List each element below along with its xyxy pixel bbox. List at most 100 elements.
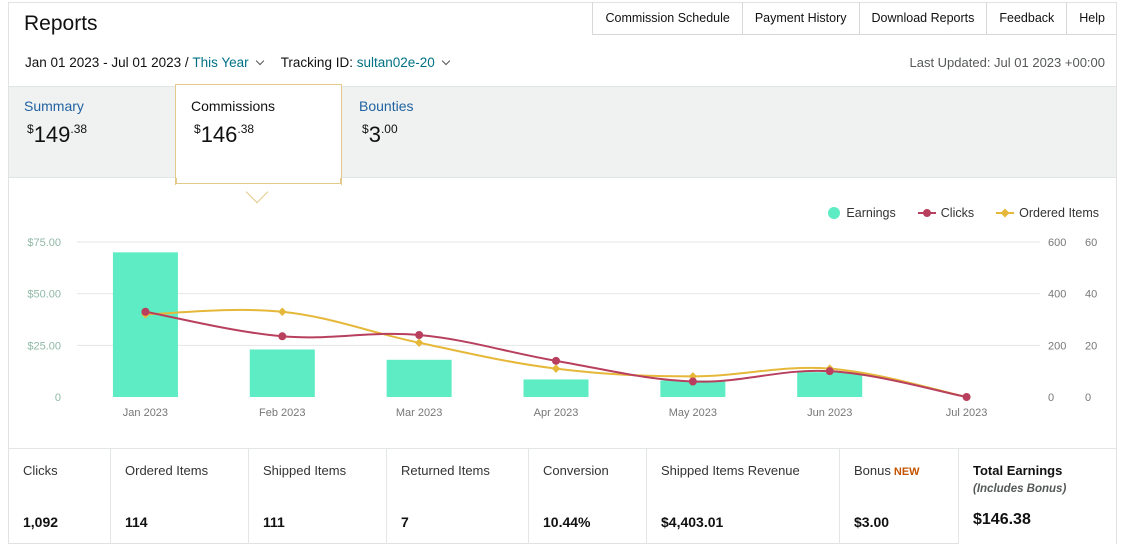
stat-value: 10.44% [543,514,591,530]
legend-ordered-items[interactable]: Ordered Items [996,206,1099,220]
tab-commissions-amount: $146.38 [194,122,254,148]
x-tick-label: Feb 2023 [259,407,305,419]
stat-sublabel: (Includes Bonus) [973,483,1067,495]
x-tick-label: May 2023 [669,407,717,419]
y-right-items-tick-label: 20 [1085,340,1097,352]
stat-value: $4,403.01 [661,514,724,530]
tab-summary-label: Summary [24,98,84,114]
earnings-bar [660,380,726,397]
x-tick-label: Jan 2023 [123,407,168,419]
tab-bounties-amount: $3.00 [362,122,398,148]
commission-schedule-link[interactable]: Commission Schedule [593,2,743,35]
earnings-bar [386,359,452,397]
amount-dollars: 149 [33,122,71,147]
earnings-bar [797,372,863,397]
tab-commissions[interactable]: Commissions $146.38 [175,84,342,185]
clicks-point [278,332,287,341]
stat-returned-items: Returned Items 7 [387,449,529,544]
stat-shipped-items: Shipped Items 111 [249,449,387,544]
amount-cents: .38 [70,122,88,136]
feedback-link[interactable]: Feedback [987,2,1068,35]
stat-value: 1,092 [23,514,59,530]
stat-ordered-items: Ordered Items 114 [111,449,249,544]
y-right-items-tick-label: 40 [1085,289,1097,301]
clicks-point [962,393,971,401]
report-tabs: Summary $149.38 Commissions $146.38 Boun… [9,84,1116,185]
period-label: This Year [192,55,249,70]
top-nav: Commission Schedule Payment History Down… [592,2,1117,35]
currency-symbol: $ [194,122,201,136]
new-badge: NEW [893,466,920,478]
stat-label: Returned Items [401,463,490,478]
tracking-id-dropdown[interactable]: Tracking ID: sultan02e-20 [280,55,451,70]
stat-label: Shipped Items Revenue [661,463,800,478]
summary-stats: Clicks 1,092 Ordered Items 114 Shipped I… [9,448,1116,544]
legend-ordered-items-label: Ordered Items [1019,206,1099,220]
tab-commissions-label: Commissions [191,98,276,114]
stat-value: 114 [125,514,148,530]
legend-earnings[interactable]: Earnings [828,206,896,220]
x-tick-label: Jun 2023 [807,407,852,419]
stat-label: Bonus NEW [854,463,920,478]
chart-legend: Earnings Clicks Ordered Items [806,206,1099,220]
y-right-clicks-tick-label: 200 [1048,340,1066,352]
stat-shipped-items-revenue: Shipped Items Revenue $4,403.01 [647,449,840,544]
currency-symbol: $ [27,122,34,136]
clicks-point [552,356,560,365]
clicks-point [825,367,834,376]
stat-label: Clicks [23,463,58,478]
stat-label: Total Earnings [973,463,1063,478]
selected-tab-connector [176,178,341,184]
help-link[interactable]: Help [1079,11,1105,25]
tracking-id-label: Tracking ID: [280,55,353,70]
x-tick-label: Mar 2023 [396,407,442,419]
amount-dollars: 146 [200,122,238,147]
amount-cents: .38 [237,122,255,136]
date-range: Jan 01 2023 - Jul 01 2023 / [25,55,189,70]
stat-value: $146.38 [973,511,1031,528]
legend-clicks[interactable]: Clicks [917,206,975,220]
legend-earnings-label: Earnings [846,206,896,220]
y-left-tick-label: 0 [55,392,61,404]
legend-clicks-label: Clicks [940,206,975,220]
period-dropdown[interactable]: This Year [192,55,264,70]
amount-cents: .00 [380,122,398,136]
stat-value: 111 [263,514,285,530]
clicks-point [688,377,697,386]
tab-summary-amount: $149.38 [27,122,87,148]
amount-dollars: 3 [368,122,381,147]
stat-label: Ordered Items [125,463,209,478]
stat-value: $3.00 [854,514,890,530]
y-left-tick-label: $25.00 [27,340,61,352]
y-left-tick-label: $50.00 [27,289,61,301]
legend-earnings-swatch [828,207,841,219]
y-left-tick-label: $75.00 [27,237,61,249]
last-updated: Last Updated: Jul 01 2023 +00:00 [909,55,1105,70]
stat-total-earnings: Total Earnings (Includes Bonus) $146.38 [959,449,1116,544]
payment-history-link[interactable]: Payment History [743,2,860,35]
currency-symbol: $ [362,122,369,136]
y-right-clicks-tick-label: 0 [1048,392,1054,404]
download-reports-link[interactable]: Download Reports [860,2,988,35]
earnings-bar [112,252,178,397]
tab-bounties-label: Bounties [359,98,414,114]
y-right-clicks-tick-label: 600 [1048,237,1066,249]
tab-summary[interactable]: Summary $149.38 [9,87,174,179]
stat-value: 7 [401,514,409,530]
y-right-items-tick-label: 0 [1085,392,1091,404]
ordered-items-point [278,307,287,316]
ordered-items-point [414,338,424,347]
report-filters: Jan 01 2023 - Jul 01 2023 / This Year Tr… [25,55,451,70]
stat-label: Shipped Items [263,463,347,478]
tracking-id-value: sultan02e-20 [356,55,435,70]
stat-label: Conversion [543,463,609,478]
tab-bounties[interactable]: Bounties $3.00 [344,87,514,179]
stat-bonus: Bonus NEW $3.00 [840,449,959,544]
page-title: Reports [24,12,98,35]
clicks-point [141,307,150,316]
y-right-clicks-tick-label: 400 [1048,289,1066,301]
x-tick-label: Jul 2023 [946,407,988,419]
earnings-bar [249,349,315,397]
legend-clicks-marker [917,208,936,218]
